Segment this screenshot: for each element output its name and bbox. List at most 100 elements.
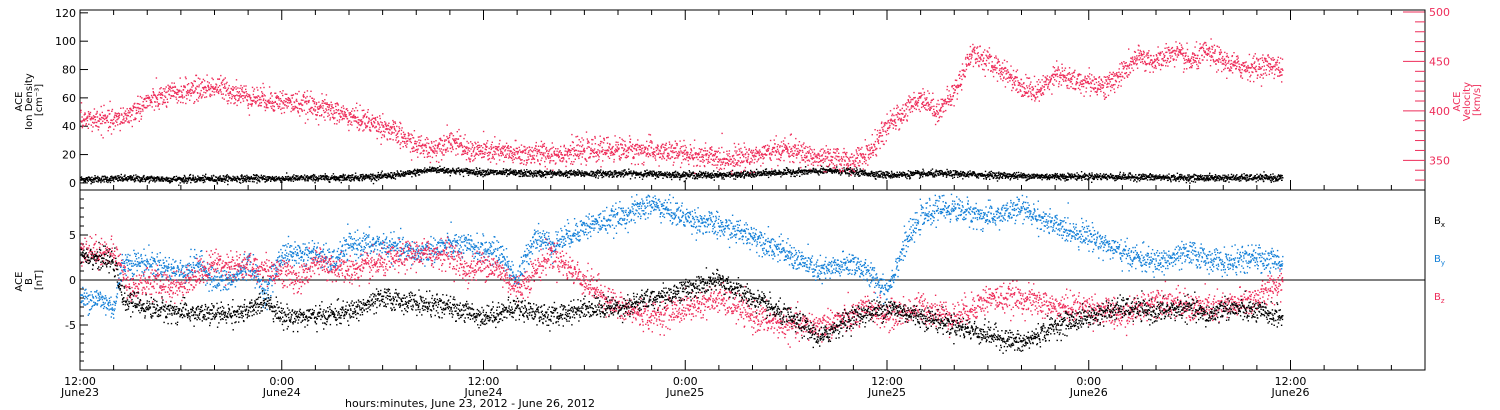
density-series-point [1189,179,1191,181]
density-series-point [890,170,893,173]
density-series-point [340,181,342,184]
density-series-point [200,180,202,182]
density-series-point [674,170,677,172]
density-series-point [990,173,992,175]
density-series-point [380,172,383,174]
density-series-point [346,176,348,179]
density-series-point [847,172,849,175]
density-series-point [165,179,168,182]
density-series-point [431,168,434,170]
density-series-point [928,171,930,173]
density-series-point [614,173,616,176]
density-series-point [806,170,808,172]
density-series-point [478,173,481,175]
density-series-point [449,169,452,171]
density-series-point [678,173,681,175]
density-series-point [410,172,412,174]
density-series-point [647,172,650,174]
density-series-point [1104,175,1106,177]
density-series-point [574,175,576,177]
density-series-point [103,178,106,180]
density-series-point [256,174,258,176]
density-series-point [685,173,687,175]
density-series-point [237,177,240,180]
density-series-point [833,172,836,174]
density-series-point [1170,181,1172,183]
density-series-point [594,173,596,176]
density-series-point [535,174,538,176]
density-series-point [446,171,448,173]
density-series-point [909,177,912,179]
density-series-point [1077,177,1079,180]
density-series-point [390,176,392,179]
velocity-series-point [173,82,175,84]
density-series-point [722,175,725,177]
density-series-point [991,174,993,176]
density-series-point [1054,176,1056,178]
density-series-point [595,175,597,177]
density-series-point [148,177,150,180]
density-series-point [389,173,391,176]
density-series-point [630,170,632,172]
density-series-point [1129,179,1132,181]
density-series-point [331,176,333,179]
density-series-point [984,170,987,173]
density-series-point [111,175,113,178]
density-series-point [861,169,864,172]
velocity-series-point [187,89,189,92]
density-series-point [635,174,638,176]
density-series-point [658,173,661,175]
density-series-point [848,172,850,175]
density-series-point [515,173,518,175]
density-series-point [658,171,660,173]
density-series-point [294,179,296,181]
density-series-point [445,169,447,171]
density-series-point [96,180,98,183]
density-series-point [852,173,855,175]
density-series-point [173,179,175,181]
density-series-point [238,177,240,180]
density-series-point [885,171,887,173]
density-series-point [182,180,184,183]
density-series-point [1281,174,1283,177]
density-series-point [508,173,511,176]
density-series-point [651,175,653,177]
density-series-point [775,171,777,173]
density-series-point [1273,180,1275,183]
density-series-point [446,168,448,170]
density-series-point [1134,179,1136,181]
density-series-point [483,169,485,172]
density-series-point [271,178,273,180]
velocity-series-point [95,125,98,127]
density-series-point [549,173,551,175]
density-series-point [820,167,822,170]
density-series-point [663,173,666,176]
density-series-point [785,173,787,175]
density-series-point [595,176,597,179]
density-series-point [888,172,891,174]
density-series-point [817,170,820,172]
density-series-point [597,177,599,179]
density-series-point [715,175,717,177]
density-series-point [253,177,255,179]
legend-bx: Bx [1434,216,1445,229]
density-series-point [332,173,335,175]
density-series-point [1010,177,1012,180]
density-series-point [668,171,671,174]
velocity-series-point [167,84,169,86]
density-series-point [565,170,567,172]
velocity-series-point [209,93,211,95]
density-series-point [593,172,595,174]
density-series-point [313,177,315,179]
density-series-point [138,177,141,179]
density-series-point [218,178,220,180]
density-series-point [134,178,136,180]
density-series-point [660,171,662,173]
density-series-point [707,171,709,174]
density-series-point [388,175,390,178]
density-series-point [449,171,451,173]
density-series-point [273,180,276,182]
density-series-point [178,178,180,180]
velocity-series-point [102,137,104,139]
density-series-point [792,173,794,175]
